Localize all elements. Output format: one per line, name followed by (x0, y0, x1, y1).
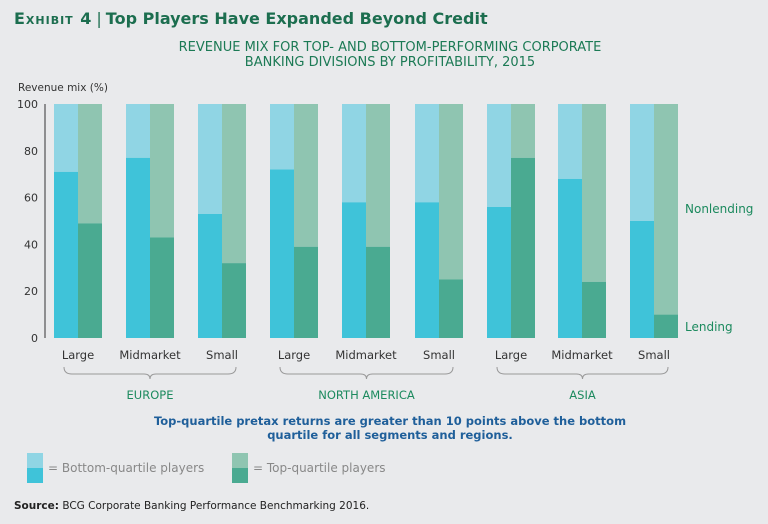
bar-bottom-lending (487, 206, 511, 338)
y-tick-label: 60 (24, 192, 38, 205)
bar-bottom-nonlending (487, 104, 511, 207)
bar-bottom-lending (630, 221, 654, 338)
x-tick-label: Large (278, 348, 310, 362)
bar-top-nonlending (78, 104, 102, 224)
bar-bottom-lending (270, 169, 294, 338)
x-tick-label: Small (423, 348, 455, 362)
x-tick-label: Large (495, 348, 527, 362)
note-line-2: quartile for all segments and regions. (267, 428, 513, 442)
region-brace (63, 366, 237, 380)
legend-label-top: = Top-quartile players (253, 461, 386, 475)
y-tick-label: 80 (24, 145, 38, 158)
legend-label-bottom: = Bottom-quartile players (48, 461, 205, 475)
bar-bottom-nonlending (54, 104, 78, 172)
region-label: EUROPE (127, 388, 174, 402)
y-tick-label: 40 (24, 238, 38, 251)
stack-label-lending: Lending (685, 320, 733, 334)
bar-top-lending (366, 246, 390, 338)
bar-bottom-lending (415, 202, 439, 338)
chart-subtitle: REVENUE MIX FOR TOP- AND BOTTOM-PERFORMI… (120, 40, 660, 70)
bar-top-lending (78, 223, 102, 338)
legend-swatch-top (232, 453, 248, 483)
bar-bottom-nonlending (198, 104, 222, 214)
bar-top-nonlending (439, 104, 463, 280)
source-text: BCG Corporate Banking Performance Benchm… (62, 500, 370, 512)
bar-bottom-nonlending (126, 104, 150, 158)
bar-top-nonlending (294, 104, 318, 247)
subtitle-line-1: REVENUE MIX FOR TOP- AND BOTTOM-PERFORMI… (178, 40, 602, 55)
legend-top-quartile: = Top-quartile players (232, 453, 386, 483)
title-separator: | (96, 9, 102, 28)
bar-top-lending (439, 279, 463, 338)
y-tick-label: 100 (17, 98, 38, 111)
source-note: Source: BCG Corporate Banking Performanc… (14, 500, 369, 512)
bar-top-lending (150, 237, 174, 338)
region-label: ASIA (569, 388, 596, 402)
bar-top-nonlending (150, 104, 174, 238)
exhibit-number: Exhibit 4 (14, 9, 93, 28)
bar-bottom-lending (558, 178, 582, 338)
bar-top-lending (294, 246, 318, 338)
bar-top-lending (654, 314, 678, 338)
region-brace (496, 366, 669, 380)
title-text: Top Players Have Expanded Beyond Credit (105, 9, 488, 28)
region-brace (279, 366, 454, 380)
note-line-1: Top-quartile pretax returns are greater … (153, 414, 627, 428)
bar-bottom-nonlending (415, 104, 439, 203)
subtitle-line-2: BANKING DIVISIONS BY PROFITABILITY, 2015 (244, 55, 536, 70)
bar-top-nonlending (366, 104, 390, 247)
y-tick-label: 20 (24, 285, 38, 298)
bar-bottom-lending (54, 171, 78, 338)
bar-bottom-nonlending (630, 104, 654, 221)
x-tick-label: Midmarket (335, 348, 397, 362)
bar-bottom-nonlending (342, 104, 366, 203)
bar-top-nonlending (654, 104, 678, 315)
x-tick-label: Large (62, 348, 94, 362)
bar-bottom-lending (126, 157, 150, 338)
bar-top-lending (511, 157, 535, 338)
exhibit-title: Exhibit 4 | Top Players Have Expanded Beyo… (14, 9, 488, 28)
bar-top-nonlending (511, 104, 535, 158)
y-tick-label: 0 (31, 332, 38, 345)
bar-bottom-lending (342, 202, 366, 338)
legend-swatch-bottom (27, 453, 43, 483)
bar-bottom-lending (198, 213, 222, 338)
x-tick-label: Small (638, 348, 670, 362)
source-label: Source: (14, 500, 59, 512)
bar-bottom-nonlending (558, 104, 582, 179)
x-tick-label: Midmarket (551, 348, 613, 362)
legend-bottom-quartile: = Bottom-quartile players (27, 453, 204, 483)
bar-top-lending (582, 281, 606, 338)
stack-label-nonlending: Nonlending (685, 202, 753, 216)
bar-top-nonlending (222, 104, 246, 264)
y-axis-label: Revenue mix (%) (18, 82, 108, 94)
chart-note: Top-quartile pretax returns are greater … (130, 414, 650, 442)
x-tick-label: Midmarket (119, 348, 181, 362)
bar-top-lending (222, 263, 246, 338)
bar-top-nonlending (582, 104, 606, 282)
chart: Revenue mix (%) 0 20 40 60 80 100 Large Midmarke… (17, 82, 753, 402)
bar-bottom-nonlending (270, 104, 294, 170)
region-label: NORTH AMERICA (318, 388, 415, 402)
x-tick-label: Small (206, 348, 238, 362)
